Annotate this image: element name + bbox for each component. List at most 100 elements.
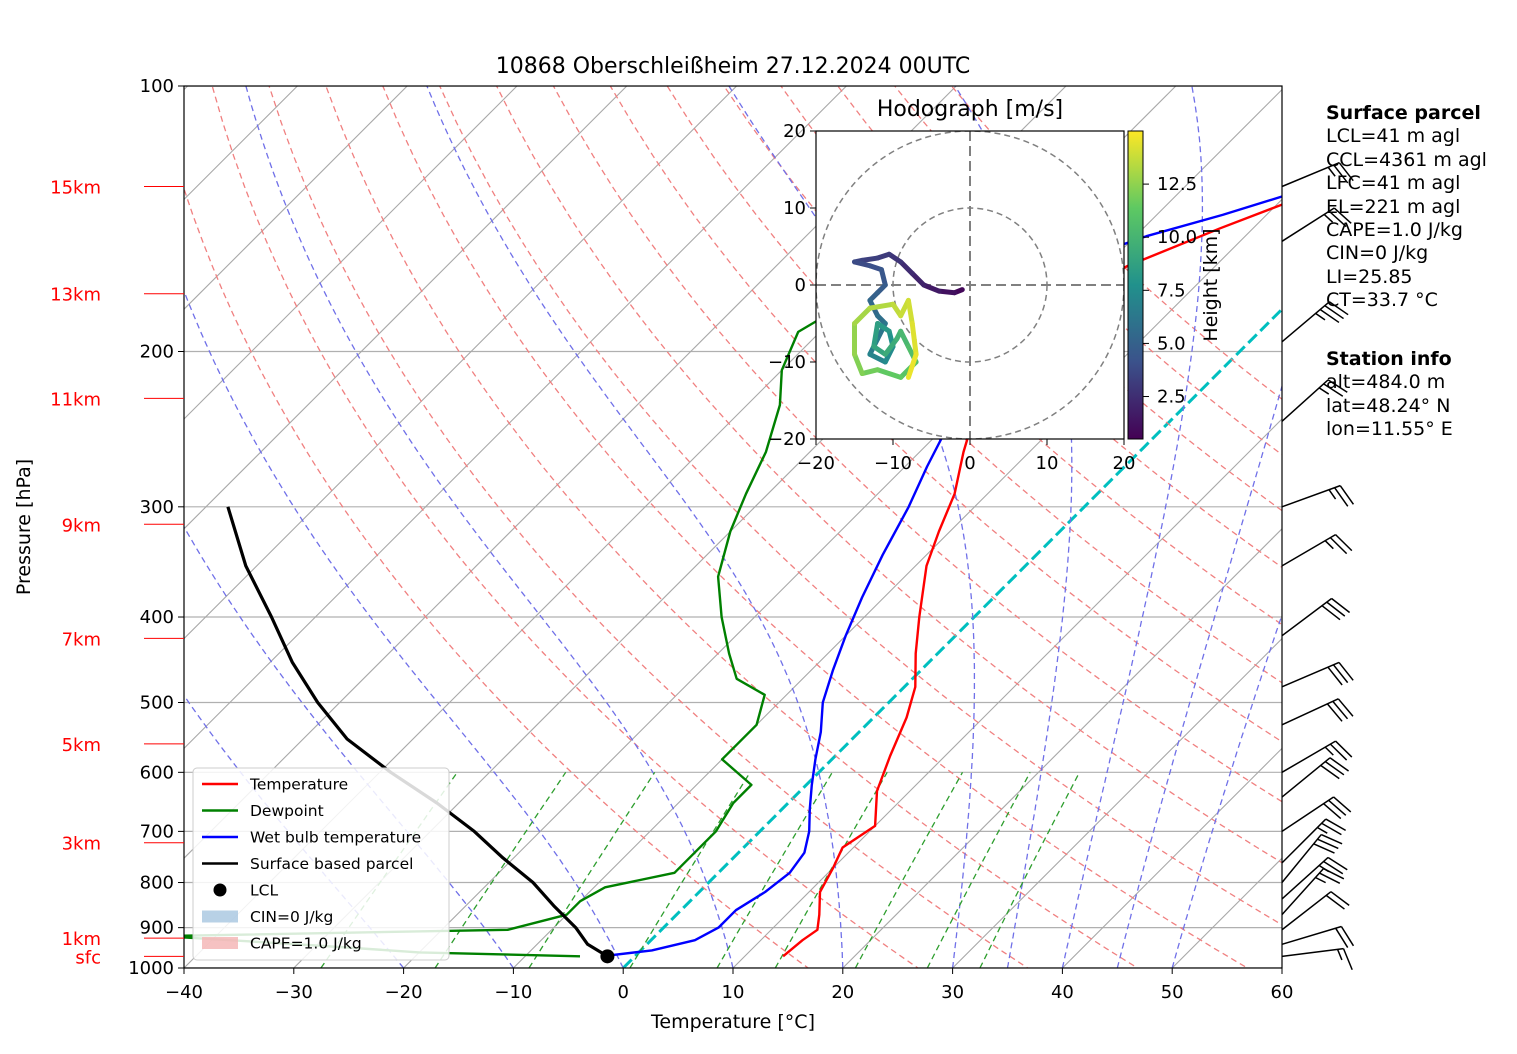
y-tick-label: 300	[140, 497, 174, 518]
moist-adiabat	[245, 86, 734, 968]
lcl-marker	[600, 949, 615, 964]
hodograph-segment	[905, 297, 915, 326]
isotherm-gridline	[184, 86, 518, 420]
x-tick-label: 50	[1161, 982, 1184, 1003]
dry-adiabat	[552, 86, 1282, 803]
hodo-x-tick-label: −10	[874, 453, 912, 474]
hodo-y-tick-label: 20	[783, 121, 806, 142]
dry-adiabat	[894, 86, 1282, 456]
hodograph-segment	[867, 351, 888, 365]
parcel-el: EL=221 m agl	[1326, 195, 1461, 218]
wind-barb	[1281, 757, 1349, 798]
series-line-dewpoint	[184, 185, 945, 958]
height-label: 11km	[50, 389, 101, 410]
x-tick-label: −30	[275, 982, 313, 1003]
legend-label: Surface based parcel	[250, 855, 413, 873]
legend-item: CIN=0 J/kg	[202, 908, 333, 926]
wind-barb	[1281, 379, 1348, 422]
station-alt: alt=484.0 m	[1326, 371, 1446, 394]
moist-adiabat	[1116, 383, 1282, 968]
station-lat: lat=48.24° N	[1326, 394, 1451, 417]
hodograph-segment	[909, 270, 927, 288]
mixing-ratio-line	[434, 771, 567, 968]
parcel-lfc: LFC=41 m agl	[1326, 172, 1461, 195]
legend-item: LCL	[213, 882, 278, 900]
isotherm-gridline	[513, 198, 1282, 968]
isotherm-gridline	[184, 86, 408, 310]
height-label: 5km	[62, 735, 101, 756]
dry-adiabat	[780, 86, 1282, 569]
hodo-y-tick-label: 10	[783, 198, 806, 219]
legend-item: Temperature	[202, 776, 348, 794]
hodo-y-tick-label: −20	[768, 429, 806, 450]
wind-barb	[1281, 856, 1348, 900]
y-tick-label: 200	[140, 342, 174, 363]
wind-barb	[1281, 818, 1347, 864]
chart-title: 10868 Oberschleißheim 27.12.2024 00UTC	[496, 54, 971, 79]
legend-label: CIN=0 J/kg	[250, 908, 333, 926]
colorbar-tick-label: 2.5	[1157, 387, 1186, 408]
parcel-ccl: CCL=4361 m agl	[1326, 148, 1487, 171]
dry-adiabat	[837, 86, 1282, 512]
zero-isotherm	[622, 307, 1282, 968]
x-tick-label: 30	[941, 982, 964, 1003]
y-tick-label: 700	[140, 821, 174, 842]
x-tick-label: 10	[722, 982, 745, 1003]
dry-adiabat	[439, 86, 1282, 926]
wind-barb	[1281, 891, 1350, 931]
wind-barb	[1281, 301, 1349, 343]
legend-item: Surface based parcel	[202, 855, 413, 873]
height-label: 9km	[62, 515, 101, 536]
colorbar-tick-label: 12.5	[1157, 174, 1197, 195]
isotherm-gridline	[1062, 747, 1282, 968]
wind-barb	[1281, 533, 1353, 567]
hodograph-segment	[867, 301, 896, 311]
hodograph-segment	[898, 328, 911, 350]
moist-adiabat	[426, 86, 844, 968]
wind-barb	[1281, 207, 1352, 242]
legend-item: Wet bulb temperature	[202, 829, 421, 847]
hodo-y-tick-label: −10	[768, 352, 806, 373]
mixing-ratio-line	[774, 771, 888, 968]
height-label: 7km	[62, 629, 101, 650]
hodograph-inset: −20 −10 0 10 20 −20 −10 0 10 20 Hodograph [m/s] 2…	[768, 97, 1222, 474]
hodograph-segment	[898, 259, 915, 276]
legend-label: Dewpoint	[250, 802, 324, 820]
height-label: sfc	[75, 947, 101, 968]
x-tick-label: −40	[165, 982, 203, 1003]
hodograph-segment	[852, 351, 865, 377]
dry-adiabat	[325, 86, 1139, 968]
x-axis-label: Temperature [°C]	[650, 1011, 815, 1033]
mixing-ratio-line	[926, 771, 1031, 968]
wind-barb	[1281, 161, 1354, 188]
hodograph-segment	[905, 351, 919, 380]
colorbar-tick-label: 5.0	[1157, 333, 1186, 354]
hodograph-segment	[909, 321, 919, 357]
y-tick-label: 500	[140, 692, 174, 713]
y-tick-label: 100	[140, 76, 174, 97]
legend-label: LCL	[250, 882, 278, 900]
height-label: 15km	[50, 177, 101, 198]
legend-label: Wet bulb temperature	[250, 829, 421, 847]
moist-adiabat	[1171, 612, 1282, 968]
wind-barb	[1281, 925, 1355, 948]
mixing-ratio-line	[629, 771, 751, 968]
wind-barb	[1281, 661, 1354, 688]
hodo-x-tick-label: 20	[1113, 453, 1136, 474]
surface-parcel-heading: Surface parcel	[1326, 102, 1481, 124]
legend-item: Dewpoint	[202, 802, 324, 820]
wind-barb	[1281, 484, 1355, 508]
dry-adiabat	[268, 86, 1030, 968]
station-lon: lon=11.55° E	[1326, 418, 1453, 441]
wind-barb	[1281, 740, 1353, 773]
y-tick-label: 900	[140, 918, 174, 939]
hodograph-title: Hodograph [m/s]	[877, 97, 1063, 122]
hodograph-segment	[921, 282, 942, 294]
y-tick-label: 800	[140, 873, 174, 894]
station-info-panel: Station info alt=484.0 m lat=48.24° N lo…	[1326, 348, 1453, 442]
parcel-cape: CAPE=1.0 J/kg	[1326, 219, 1463, 242]
x-tick-label: −20	[385, 982, 423, 1003]
wind-barb	[1281, 597, 1351, 637]
wind-barb	[1281, 867, 1345, 916]
parcel-cin: CIN=0 J/kg	[1326, 242, 1429, 265]
